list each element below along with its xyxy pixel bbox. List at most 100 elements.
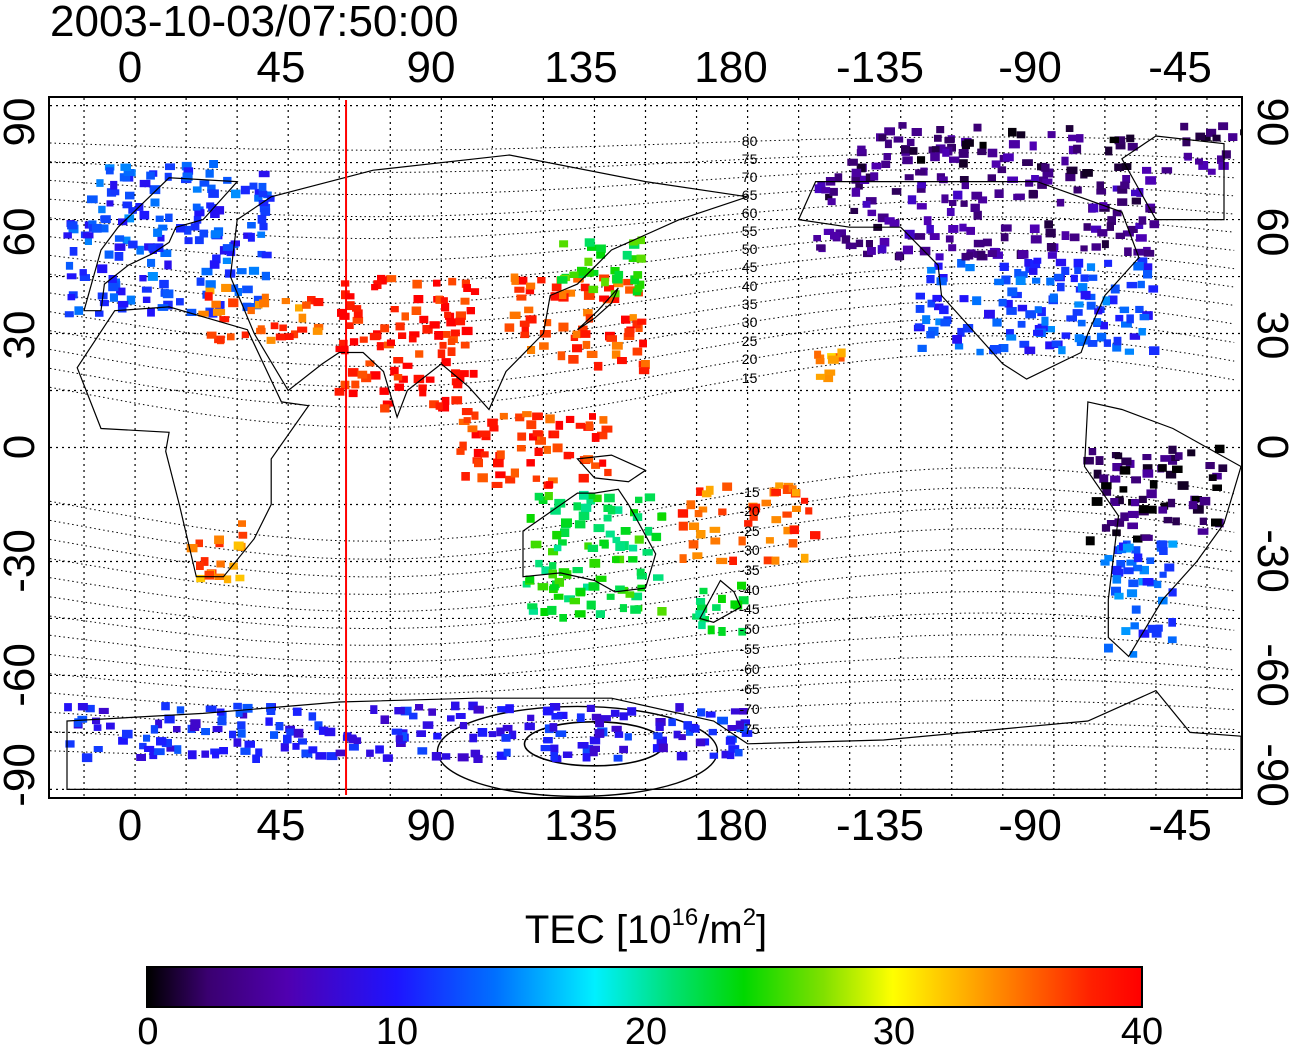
tec-cell	[555, 730, 567, 737]
tec-cell	[210, 748, 220, 755]
tec-cell	[1206, 128, 1217, 137]
tec-cell	[744, 520, 753, 527]
tec-cell	[534, 447, 543, 456]
tec-cell	[247, 306, 255, 315]
tec-cell	[851, 175, 862, 184]
tec-cell	[307, 296, 316, 305]
tec-cell	[1149, 480, 1158, 489]
tec-cell	[182, 172, 193, 181]
tec-cell	[542, 706, 554, 716]
tec-cell	[543, 737, 553, 744]
tec-cell	[326, 752, 338, 761]
tec-cell	[380, 715, 389, 724]
tec-cell	[775, 482, 784, 489]
tec-cell	[632, 513, 643, 521]
tec-cell	[749, 512, 758, 521]
tec-cell	[1126, 281, 1138, 289]
tec-cell	[583, 309, 593, 317]
tec-cell	[655, 722, 664, 731]
tec-cell	[959, 176, 969, 183]
tec-cell	[634, 284, 643, 293]
tec-cell	[771, 556, 780, 565]
tec-cell	[578, 473, 589, 483]
tec-cell	[230, 240, 240, 247]
tec-cell	[260, 208, 271, 216]
tec-cell	[966, 252, 974, 260]
tec-cell	[575, 422, 586, 429]
tec-cell	[1103, 339, 1111, 347]
tec-cell	[1086, 301, 1096, 310]
tec-cell	[688, 540, 699, 549]
tec-cell	[227, 333, 235, 341]
tec-cell	[644, 526, 653, 536]
tec-cell	[871, 162, 882, 170]
contour-value-label: -60	[739, 660, 760, 677]
tec-cell	[535, 437, 546, 445]
tec-cell	[351, 380, 360, 389]
tec-cell	[815, 358, 825, 365]
tec-cell	[1133, 262, 1144, 271]
tec-cell	[252, 754, 260, 763]
tec-cell	[532, 475, 541, 482]
tec-cell	[919, 246, 931, 256]
magnetic-contour	[50, 655, 1235, 695]
tec-cell	[1127, 522, 1138, 530]
tec-cell	[697, 604, 708, 613]
tec-cell	[205, 705, 217, 713]
tec-cell	[527, 346, 536, 354]
tec-cell	[589, 736, 601, 745]
tec-cell	[594, 729, 605, 738]
tec-cell	[334, 387, 345, 396]
tec-cell	[620, 527, 631, 535]
tec-cell	[1147, 624, 1156, 633]
tec-cell	[233, 541, 244, 550]
tec-cell	[1126, 559, 1137, 566]
tec-cell	[1033, 257, 1042, 264]
tec-cell	[526, 459, 535, 467]
tec-cell	[1137, 280, 1145, 289]
tec-cell	[515, 413, 525, 422]
tec-cell	[580, 330, 591, 338]
tec-cell	[142, 296, 151, 303]
tec-cell	[256, 327, 266, 335]
tec-cell	[198, 310, 209, 317]
tec-cell	[393, 357, 404, 364]
tec-cell	[642, 549, 653, 556]
tec-cell	[525, 287, 535, 295]
tec-cell	[69, 247, 78, 256]
contour-value-label: 50	[741, 241, 758, 258]
tec-cell	[460, 341, 470, 349]
tec-cell	[229, 284, 239, 292]
contour-value-label: 20	[741, 351, 758, 368]
tec-cell	[526, 514, 535, 523]
bottom-lon-tick: 0	[117, 801, 143, 850]
tec-cell	[242, 703, 253, 713]
tec-cell	[628, 255, 638, 262]
tec-cell	[1029, 224, 1040, 233]
tec-cell	[380, 324, 390, 333]
tec-cell	[1016, 131, 1026, 139]
tec-cell	[259, 222, 268, 231]
tec-cell	[801, 497, 809, 504]
tec-cell	[867, 209, 877, 217]
tec-cell	[1120, 512, 1129, 522]
tec-cell	[978, 196, 988, 204]
tec-cell	[1025, 310, 1036, 319]
tec-cell	[1091, 497, 1103, 506]
tec-cell	[1031, 175, 1039, 183]
magnetic-contour	[50, 152, 1235, 173]
tec-cell	[226, 248, 236, 257]
tec-cell	[935, 318, 945, 326]
tec-cell	[87, 195, 98, 204]
tec-cell	[353, 309, 363, 318]
tec-cell	[196, 574, 206, 583]
tec-cell	[402, 362, 413, 369]
tec-cell	[187, 750, 197, 760]
tec-cell	[240, 747, 251, 755]
left-lat-tick: 30	[0, 310, 44, 360]
top-lon-tick: 45	[256, 43, 306, 92]
tec-cell	[936, 126, 945, 134]
tec-cell	[550, 752, 558, 761]
tec-cell	[435, 402, 443, 410]
tec-cell	[257, 231, 266, 238]
